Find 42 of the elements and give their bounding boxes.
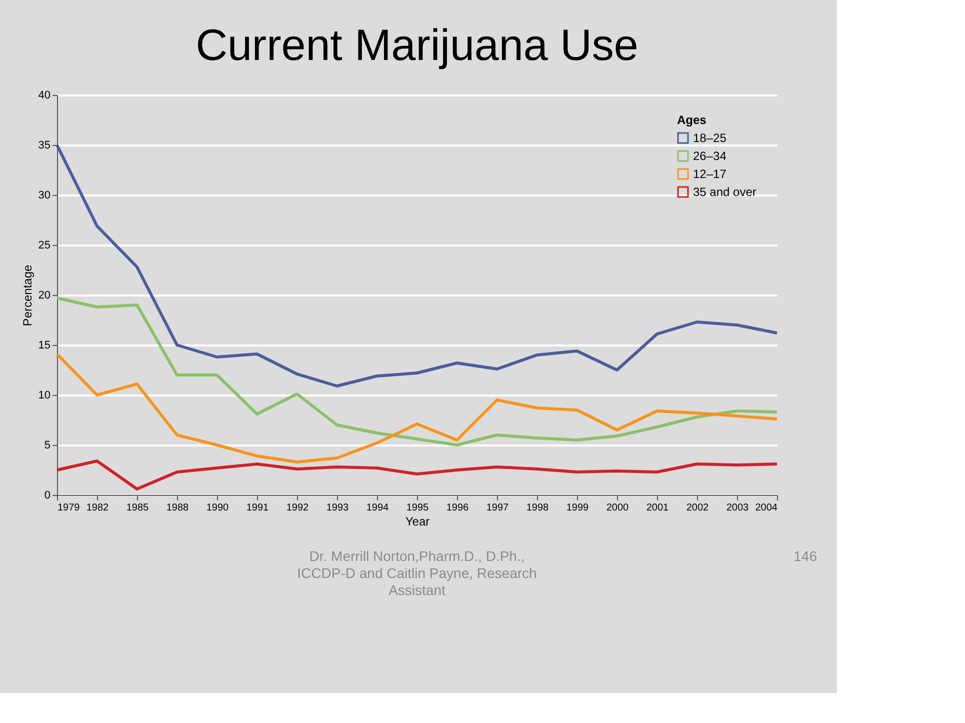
- x-tick-label: 1991: [246, 502, 270, 514]
- x-tick-label: 2004: [755, 502, 778, 514]
- y-axis-title: Percentage: [20, 264, 34, 326]
- y-tick-label: 10: [38, 390, 50, 402]
- x-tick-label: 2001: [646, 502, 670, 514]
- x-tick-label: 1995: [406, 502, 430, 514]
- text: 146: [794, 548, 818, 564]
- y-tick-label: 20: [38, 290, 50, 302]
- line-series: [56, 460, 778, 490]
- y-tick-label: 30: [38, 190, 50, 202]
- x-tick-label: 1993: [326, 502, 350, 514]
- x-tick-label: 2002: [686, 502, 710, 514]
- x-axis-title: Year: [405, 514, 430, 528]
- line-series: [56, 352, 778, 464]
- x-tick-label: 2000: [606, 502, 630, 514]
- x-tick-label: 1992: [286, 502, 310, 514]
- x-tick-label: 1997: [486, 502, 510, 514]
- y-tick-label: 25: [38, 240, 50, 252]
- y-tick-label: 35: [38, 140, 50, 152]
- y-tick-label: 15: [38, 340, 50, 352]
- legend-label: 18–25: [693, 131, 727, 145]
- y-tick-label: 40: [38, 90, 50, 102]
- x-tick-label: 1998: [526, 502, 550, 514]
- x-tick-label: 1985: [126, 502, 150, 514]
- x-tick-label: 1982: [86, 502, 110, 514]
- legend-title: Ages: [677, 113, 707, 127]
- line-series: [56, 296, 778, 446]
- x-tick-label: 1979: [58, 502, 80, 514]
- y-tick-label: 0: [44, 490, 50, 502]
- x-tick-label: 1990: [206, 502, 230, 514]
- x-tick-label: 1996: [446, 502, 470, 514]
- y-tick-label: 5: [44, 440, 50, 452]
- x-tick-label: 1999: [566, 502, 590, 514]
- x-tick-label: 2003: [726, 502, 750, 514]
- line-series: [56, 144, 778, 388]
- legend-label: 26–34: [693, 149, 727, 163]
- legend-label: 35 and over: [693, 185, 756, 199]
- legend-label: 12–17: [693, 167, 727, 181]
- x-tick-label: 1988: [166, 502, 190, 514]
- chart-title: Current Marijuana Use: [196, 21, 638, 70]
- text: Dr. Merrill Norton,Pharm.D., D.Ph., ICCDP-D and Caitlin Payne, Research Assistant: [297, 548, 537, 598]
- x-tick-label: 1994: [366, 502, 390, 514]
